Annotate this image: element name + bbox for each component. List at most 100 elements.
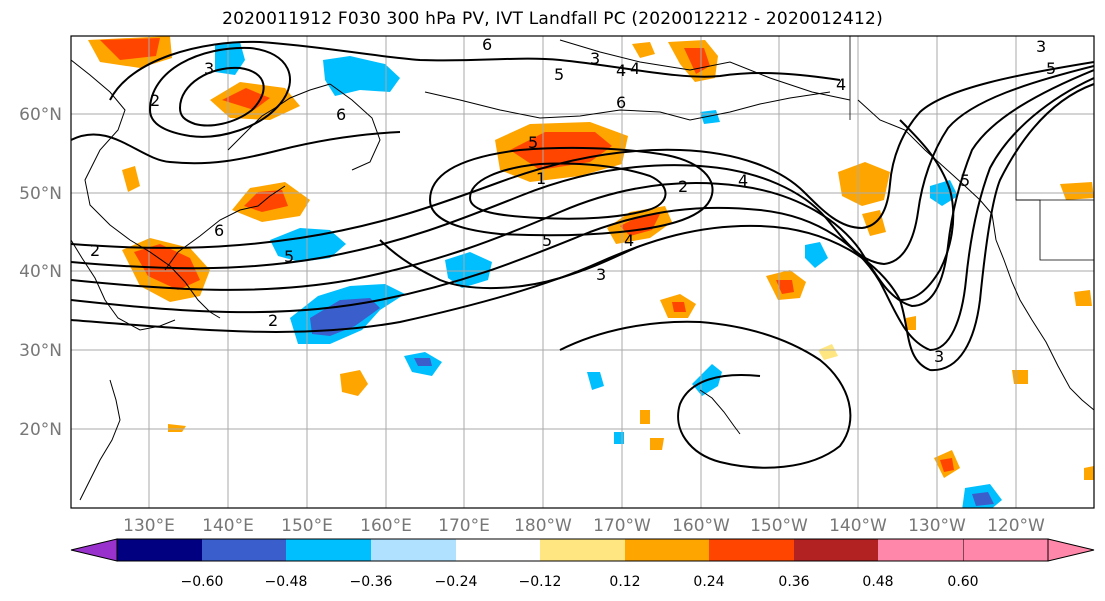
- contour-label: 4: [630, 59, 640, 78]
- positive-anomaly-blob: [1084, 466, 1094, 480]
- colorbar-segment: [625, 539, 709, 561]
- contour-label: 5: [554, 65, 564, 84]
- contour-label: 2: [678, 177, 688, 196]
- asia-coast: [71, 59, 221, 319]
- pv-positive-shading: [88, 36, 1094, 480]
- negative-anomaly-blob: [270, 228, 346, 262]
- longitude-labels: 130°E 140°E 150°E 160°E 170°E 180°W 170°…: [123, 516, 1045, 536]
- colorbar-ticks: −0.60 −0.48 −0.36 −0.24 −0.12 0.12 0.24 …: [181, 574, 979, 590]
- map-border: [70, 35, 1095, 509]
- contour-label: 5: [542, 231, 552, 250]
- negative-anomaly-blob: [587, 372, 604, 390]
- philippines-coast: [79, 379, 121, 501]
- contour-label: 6: [616, 93, 626, 112]
- colorbar-extend-left: [70, 538, 118, 562]
- contour-labels: 2 3 6 5 4 6 4 5 3 5 1 2 4 5 4 3 2 5 6 3 …: [90, 35, 1056, 366]
- contour-line: [71, 65, 1094, 270]
- contour-label: 4: [836, 75, 846, 94]
- bc-coast: [857, 99, 997, 241]
- negative-anomaly-blob: [445, 252, 492, 288]
- contour-line: [71, 61, 1094, 249]
- contour-label: 6: [336, 105, 346, 124]
- japan-coast: [164, 185, 286, 271]
- positive-anomaly-core: [940, 458, 954, 472]
- borders: [849, 36, 1094, 261]
- contour-label: 3: [934, 347, 944, 366]
- colorbar-tick-label: −0.36: [350, 574, 393, 590]
- contour-label: 5: [284, 247, 294, 266]
- colorbar-segment: [878, 539, 963, 561]
- colorbar-extend-right: [962, 538, 1095, 562]
- lon-label: 140°W: [829, 516, 887, 536]
- contour-label: 5: [960, 171, 970, 190]
- contour-closed-ridge: [148, 46, 291, 138]
- latitude-labels: 60°N 50°N 40°N 30°N 20°N: [19, 105, 62, 440]
- lon-label: 180°W: [514, 516, 572, 536]
- contour-label: 1: [536, 169, 546, 188]
- contour-east-loop: [899, 119, 955, 301]
- colorbar-segment: [371, 539, 456, 561]
- positive-anomaly-core: [672, 302, 686, 312]
- contour-label: 5: [1046, 59, 1056, 78]
- positive-anomaly-blob: [122, 166, 140, 192]
- lat-label-40n: 40°N: [19, 262, 62, 282]
- positive-anomaly-blob: [650, 438, 664, 450]
- contour-closed-trough-inner: [468, 162, 667, 220]
- alaska-coast: [559, 39, 851, 101]
- contour-label: 6: [214, 221, 224, 240]
- colorbar-tick-label: −0.24: [435, 574, 478, 590]
- lon-label: 130°E: [123, 516, 175, 536]
- positive-anomaly-blob: [906, 316, 916, 330]
- contour-label: 4: [624, 231, 634, 250]
- kamchatka-coast: [227, 83, 331, 151]
- us-mexico-coast: [995, 239, 1094, 411]
- lon-label: 140°E: [202, 516, 254, 536]
- negative-anomaly-core: [414, 358, 432, 366]
- positive-anomaly-core: [776, 280, 794, 294]
- colorbar-tick-label: 0.24: [693, 574, 724, 590]
- contour-southern-loop: [559, 320, 852, 469]
- positive-anomaly-blob: [340, 370, 368, 396]
- contour-line: [71, 69, 1094, 308]
- contour-mid: [379, 239, 641, 289]
- lat-label-50n: 50°N: [19, 184, 62, 204]
- lon-label: 160°E: [360, 516, 412, 536]
- lat-label-20n: 20°N: [19, 420, 62, 440]
- colorbar-segment: [117, 539, 202, 561]
- lon-label: 170°E: [438, 516, 490, 536]
- colorbar: −0.60 −0.48 −0.36 −0.24 −0.12 0.12 0.24 …: [70, 538, 1095, 590]
- hawaii-islands: [699, 389, 741, 435]
- colorbar-segment: [540, 539, 625, 561]
- positive-anomaly-blob: [168, 424, 186, 432]
- lon-label: 150°W: [750, 516, 808, 536]
- colorbar-tick-label: −0.12: [519, 574, 562, 590]
- contour-label: 3: [590, 49, 600, 68]
- colorbar-tick-label: −0.60: [181, 574, 224, 590]
- colorbar-segment: [709, 539, 794, 561]
- contour-label: 3: [204, 59, 214, 78]
- positive-anomaly-blob: [818, 344, 838, 360]
- positive-anomaly-blob: [632, 42, 655, 58]
- positive-anomaly-core: [510, 132, 612, 170]
- colorbar-tick-label: −0.48: [265, 574, 308, 590]
- lat-label-60n: 60°N: [19, 105, 62, 125]
- map-title: 2020011912 F030 300 hPa PV, IVT Landfall…: [222, 9, 883, 29]
- colorbar-tick-label: 0.60: [947, 574, 978, 590]
- colorbar-tick-label: 0.12: [609, 574, 640, 590]
- colorbar-segment: [202, 539, 286, 561]
- colorbar-tick-label: 0.48: [862, 574, 893, 590]
- contour-northern: [109, 40, 841, 101]
- contour-label: 5: [528, 133, 538, 152]
- contour-closed-ridge-inner: [178, 66, 265, 127]
- contour-line: [71, 77, 1094, 352]
- lon-label: 120°W: [987, 516, 1045, 536]
- lon-label: 170°W: [593, 516, 651, 536]
- positive-anomaly-blob: [1012, 370, 1028, 384]
- colorbar-segment: [456, 539, 540, 561]
- contour-label: 6: [482, 35, 492, 54]
- colorbar-tick-label: 0.36: [778, 574, 809, 590]
- colorbar-outline: [116, 538, 1049, 562]
- aleutian-chain: [424, 91, 831, 121]
- contour-label: 3: [596, 265, 606, 284]
